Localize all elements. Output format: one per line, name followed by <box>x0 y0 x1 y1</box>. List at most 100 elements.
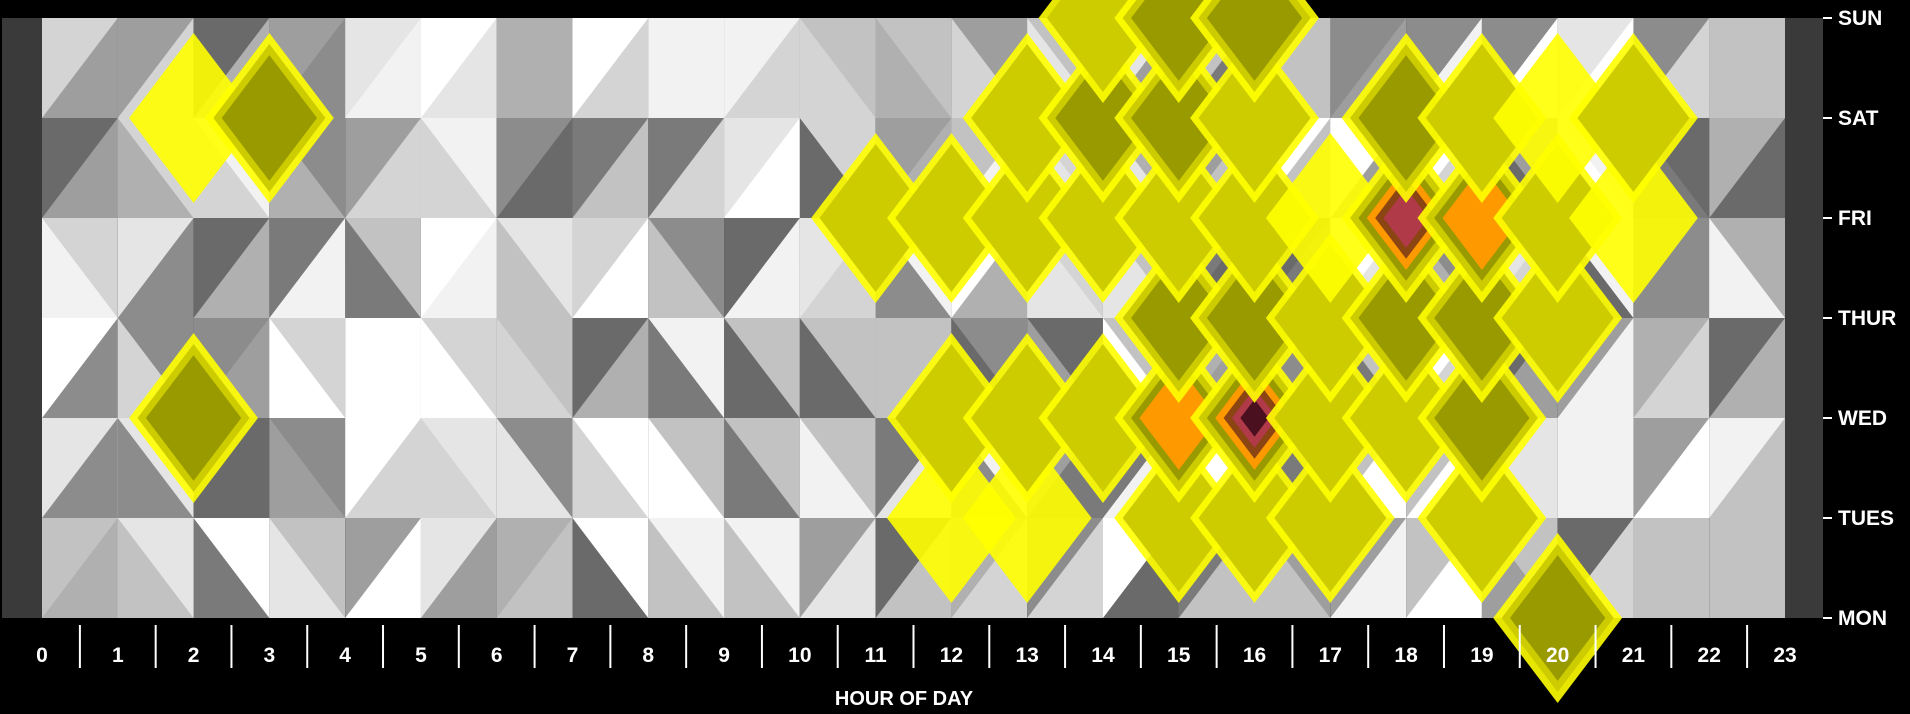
cell-facet-12-MON <box>951 518 1028 618</box>
heat-point-13-WED-band-1 <box>971 344 1084 492</box>
x-tick-label-0: 0 <box>36 644 48 667</box>
heat-point-15-THUR-band-2 <box>1131 255 1227 381</box>
cell-facet-1-THUR <box>117 218 194 318</box>
cell-facet-5-WED <box>420 318 497 418</box>
x-tick-label-21: 21 <box>1622 644 1646 667</box>
cell-facet-13-THUR <box>1027 218 1103 318</box>
cell-facet-22-WED <box>1709 318 1785 418</box>
cell-facet-0-FRI <box>42 118 118 218</box>
x-tick-label-5: 5 <box>415 644 427 667</box>
heat-point-16-WED-band-6 <box>1240 399 1269 437</box>
y-tick-label-THUR: THUR <box>1838 307 1896 330</box>
x-tick-label-6: 6 <box>491 644 503 667</box>
heat-point-16-SUN-band-2 <box>1206 0 1303 81</box>
x-tick-label-23: 23 <box>1773 644 1796 667</box>
heat-point-12-TUES-band-0 <box>886 433 1016 603</box>
heat-point-19-WED-band-2 <box>1434 355 1530 481</box>
cell-facet-5-THUR <box>420 218 497 318</box>
cell-facet-21-TUES <box>1633 418 1710 518</box>
left-strip <box>2 18 42 618</box>
cell-facet-10-WED <box>799 318 876 418</box>
cell-facet-22-TUES <box>1709 418 1785 518</box>
heat-point-14-SAT-band-2 <box>1055 55 1151 181</box>
y-tick-label-SUN: SUN <box>1838 7 1882 30</box>
cell-facet-3-WED <box>269 318 346 418</box>
heat-point-15-TUES-band-1 <box>1122 444 1235 592</box>
heat-point-12-FRI-band-1 <box>895 144 1008 292</box>
x-tick-label-12: 12 <box>940 644 963 667</box>
x-tick-label-8: 8 <box>642 644 654 667</box>
cell-facet-8-SAT <box>648 18 725 118</box>
cell-facet-8-FRI <box>648 118 725 218</box>
cell-facet-10-TUES <box>799 418 876 518</box>
cell-facet-7-FRI <box>572 118 649 218</box>
cell-facet-9-WED <box>724 318 800 418</box>
heat-point-21-SAT-band-1 <box>1577 44 1690 192</box>
cell-facet-18-MON <box>1406 518 1482 618</box>
x-tick-label-13: 13 <box>1015 644 1038 667</box>
cell-facet-6-SAT <box>496 18 573 118</box>
cell-facet-10-MON <box>799 518 876 618</box>
cell-facet-5-SAT <box>420 18 497 118</box>
heat-point-12-WED-band-1 <box>895 344 1008 492</box>
cell-facet-9-MON <box>724 518 800 618</box>
x-axis-title: HOUR OF DAY <box>835 688 974 710</box>
heat-point-21-FRI-band-0 <box>1569 133 1698 303</box>
x-tick-label-17: 17 <box>1319 644 1342 667</box>
cell-facet-0-MON <box>42 518 118 618</box>
cell-facet-4-SAT <box>345 18 421 118</box>
y-tick-label-SAT: SAT <box>1838 107 1879 130</box>
x-tick-label-15: 15 <box>1167 644 1191 667</box>
heat-point-20-THUR-band-1 <box>1501 244 1614 392</box>
heat-point-19-TUES-band-1 <box>1425 444 1538 592</box>
y-tick-label-TUES: TUES <box>1838 507 1894 530</box>
heat-point-14-FRI-band-1 <box>1046 144 1159 292</box>
cell-facet-4-THUR <box>345 218 421 318</box>
heat-overlay <box>129 0 1698 703</box>
heat-point-19-FRI-band-3 <box>1442 166 1522 270</box>
y-tick-label-MON: MON <box>1838 607 1887 630</box>
cell-facet-10-FRI <box>799 118 876 218</box>
x-tick-label-16: 16 <box>1243 644 1266 667</box>
heat-point-18-THUR-band-2 <box>1358 255 1454 381</box>
cell-facet-4-WED <box>345 318 421 418</box>
cell-facet-15-MON <box>1178 518 1255 618</box>
heat-point-16-THUR-band-2 <box>1206 255 1303 381</box>
x-tick-label-4: 4 <box>339 644 351 667</box>
heat-point-20-MON-band-2 <box>1509 555 1606 681</box>
heat-point-18-FRI-band-5 <box>1383 188 1429 248</box>
x-tick-label-3: 3 <box>264 644 276 667</box>
cell-facet-6-TUES <box>496 418 573 518</box>
x-tick-label-7: 7 <box>567 644 579 667</box>
cell-facet-21-MON <box>1633 518 1710 618</box>
cell-facet-22-SAT <box>1709 18 1785 118</box>
cell-facet-0-THUR <box>42 218 118 318</box>
cell-facet-9-FRI <box>724 118 800 218</box>
heat-point-15-WED-band-3 <box>1139 366 1219 470</box>
cell-facet-7-THUR <box>572 218 649 318</box>
cell-facet-2-THUR <box>193 218 270 318</box>
heat-point-18-SAT-band-2 <box>1358 55 1454 181</box>
cell-facet-2-WED <box>193 318 270 418</box>
heat-point-17-TUES-band-1 <box>1274 444 1387 592</box>
cell-facet-22-FRI <box>1709 118 1785 218</box>
cell-facet-4-TUES <box>345 418 421 518</box>
heat-point-17-THUR-band-1 <box>1274 244 1387 392</box>
heat-point-16-FRI-band-1 <box>1198 144 1311 292</box>
cell-facet-6-WED <box>496 318 573 418</box>
x-tick-label-1: 1 <box>112 644 124 667</box>
y-axis: MON TUES WED THUR FRI SAT SUN <box>1823 7 1896 630</box>
cell-facet-6-MON <box>496 518 573 618</box>
cell-facet-7-WED <box>572 318 649 418</box>
cell-facet-22-THUR <box>1709 218 1785 318</box>
heat-point-15-SAT-band-2 <box>1131 55 1227 181</box>
cell-facet-5-MON <box>420 518 497 618</box>
cell-facet-17-MON <box>1330 518 1407 618</box>
heat-point-13-FRI-band-1 <box>971 144 1084 292</box>
cell-facet-5-FRI <box>420 118 497 218</box>
x-tick-label-22: 22 <box>1698 644 1721 667</box>
heat-point-19-SAT-band-1 <box>1425 44 1538 192</box>
heat-point-11-FRI-band-1 <box>819 144 932 292</box>
cell-facet-7-MON <box>572 518 649 618</box>
